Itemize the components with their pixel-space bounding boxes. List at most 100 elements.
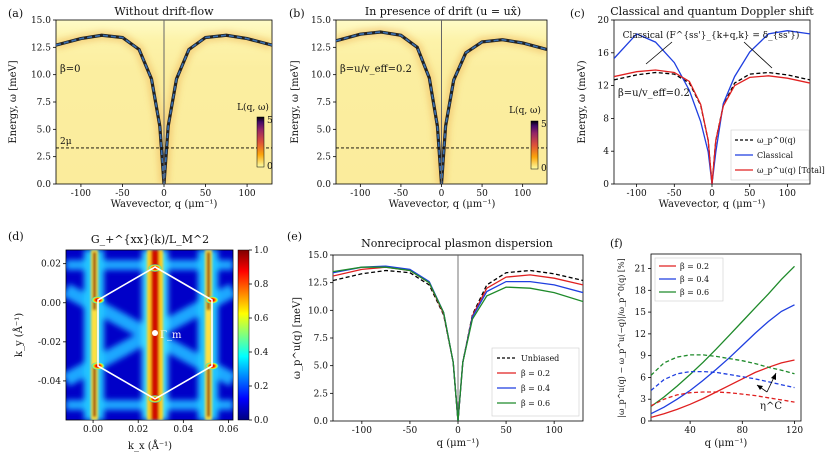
ytick-label-c-4: 16 [598, 49, 610, 59]
classical-annotation-c: Classical (F^{ss'}_{k+q,k} = δ_{ss'}) [623, 30, 800, 41]
xtick-label-a-3: 50 [200, 189, 212, 199]
xtick-label-d-0: 0.00 [83, 425, 103, 435]
ytick-label-a-4: 10.0 [31, 71, 51, 81]
colorbar-b [530, 120, 539, 170]
series-line-e-0 [333, 269, 583, 421]
series-f [651, 265, 795, 419]
panel-label-d: (d) [8, 230, 24, 243]
legend-label-c-2: ω_p^u(q) [Total] [757, 166, 825, 175]
xtick-label-c-0: -100 [626, 189, 646, 199]
panel-b: (b) In presence of drift (u = ux̂) β=u/v… [289, 5, 548, 210]
right-stripe [205, 250, 212, 420]
xlabel-d: k_x (Å⁻¹) [128, 440, 172, 452]
left-stripe-core-top [93, 252, 96, 310]
ytick-label-b-4: 10.0 [311, 71, 331, 81]
panel-label-a: (a) [8, 7, 23, 20]
plasmon-band-a [56, 33, 272, 184]
right-stripe-core-bottom [207, 365, 210, 417]
xtick-label-b-3: 50 [476, 189, 488, 199]
panel-label-c: (c) [570, 7, 585, 20]
xtick-label-b-0: -100 [350, 189, 370, 199]
ytick-label-d-2: -0.02 [38, 338, 61, 348]
legend-label-c-1: Classical [757, 151, 793, 160]
xtick-label-d-1: 0.02 [128, 425, 148, 435]
title-e: Nonreciprocal plasmon dispersion [361, 237, 553, 250]
brillouin-zone-hexagon [97, 266, 213, 400]
eta-arrowhead-2 [757, 385, 763, 390]
eta-arrowhead-1 [771, 373, 776, 380]
series-line-c-1 [614, 30, 810, 184]
xtick-label-d-2: 0.04 [173, 425, 193, 435]
ytick-label-c-0: 0 [603, 180, 609, 190]
right-stripe-core-top [207, 252, 210, 310]
colorbar-label-b: L(q, ω) [509, 105, 541, 116]
panel-f: (f) 40 80 120 0 3 6 9 12 15 18 21 β = 0.2 β = 0.4 … [610, 237, 803, 449]
arrow-left-c [645, 41, 673, 65]
title-c: Classical and quantum Doppler shift [610, 5, 814, 18]
axes-f: 40 80 120 0 3 6 9 12 15 18 21 [635, 265, 804, 436]
title-d: G_+^{xx}(k)/L_M^2 [91, 233, 209, 246]
colorbar-tick-label-d-2: 0.4 [254, 348, 269, 358]
ytick-label-f-2: 6 [640, 373, 646, 383]
ytick-label-e-2: 5.0 [314, 362, 329, 372]
xlabel-c: Wavevector, q (μm⁻¹) [659, 199, 766, 210]
series-line-f-2 [651, 265, 795, 408]
series-line-f-5 [651, 354, 795, 376]
xtick-label-e-1: -50 [403, 426, 418, 436]
gamma-label-d: Γ_m [160, 330, 182, 341]
legend-f: β = 0.2 β = 0.4 β = 0.6 [654, 257, 724, 302]
gamma-point [152, 330, 158, 336]
axes-a: -100 -50 0 50 100 0.0 2.5 5.0 7.5 10.0 12.5 15.0 [31, 16, 256, 199]
legend-box-e [491, 347, 580, 417]
colorbar-tick-label-d-1: 0.2 [254, 382, 268, 392]
series-line-e-3 [333, 266, 583, 421]
ytick-label-a-3: 7.5 [37, 98, 52, 108]
ytick-label-a-2: 5.0 [37, 125, 52, 135]
legend-label-c-0: ω_p^0(q) [757, 136, 796, 145]
ytick-label-f-6: 18 [635, 286, 647, 296]
spot-top [148, 264, 162, 272]
series-line-f-1 [651, 304, 795, 415]
ytick-label-b-0: 0.0 [317, 180, 332, 190]
ylabel-e: ω_p^u(q) [meV] [292, 297, 303, 379]
ytick-label-c-1: 4 [603, 147, 609, 157]
ytick-label-b-6: 15.0 [311, 16, 331, 26]
ytick-label-e-4: 10.0 [308, 306, 328, 316]
series-line-f-0 [651, 359, 795, 419]
panel-e: (e) Nonreciprocal plasmon dispersion -10… [287, 230, 584, 449]
legend-label-e-1: β = 0.2 [521, 369, 550, 378]
ylabel-c: Energy, ω (meV) [577, 60, 588, 143]
colorbar-tick-b-top: 5 [541, 120, 547, 130]
ytick-label-b-3: 7.5 [317, 98, 332, 108]
panel-c: (c) Classical and quantum Doppler shift … [570, 5, 825, 210]
ytick-label-b-1: 2.5 [317, 153, 332, 163]
axes-d: 0.00 0.02 0.04 0.06 0.02 0.00 -0.02 -0.04 [38, 260, 239, 435]
panel-label-b: (b) [289, 7, 305, 20]
xtick-label-f-1: 80 [737, 426, 749, 436]
beta-annotation-b: β=u/v_eff=0.2 [340, 64, 412, 75]
ytick-label-e-3: 7.5 [314, 334, 329, 344]
xtick-label-f-2: 120 [786, 426, 803, 436]
xtick-label-b-4: 100 [514, 189, 531, 199]
ytick-label-b-5: 12.5 [311, 43, 331, 53]
legend-c: ω_p^0(q) Classical ω_p^u(q) [Total] [730, 129, 825, 181]
ytick-label-f-3: 9 [640, 352, 646, 362]
ytick-label-f-5: 15 [635, 308, 647, 318]
eta-label-f: η^C [760, 401, 782, 412]
series-c [614, 30, 810, 184]
ytick-label-e-5: 12.5 [308, 279, 328, 289]
xtick-label-e-4: 100 [546, 426, 563, 436]
ytick-label-f-0: 0 [640, 417, 646, 427]
xlabel-b: Wavevector, q (μm⁻¹) [389, 199, 496, 210]
xtick-label-e-2: 0 [455, 426, 461, 436]
ylabel-a: Energy, ω [meV] [8, 60, 19, 143]
colorbar-label-a: L(q, ω) [237, 102, 269, 113]
left-stripe-core-bottom [93, 365, 96, 417]
xtick-label-c-1: -50 [667, 189, 682, 199]
xtick-label-c-2: 0 [709, 189, 715, 199]
colorbar-ticks-d: 0.0 0.2 0.4 0.6 0.8 1.0 [249, 246, 269, 426]
left-stripe [91, 250, 98, 420]
axes-c: -100 -50 0 50 100 0 4 8 12 16 20 [598, 16, 797, 199]
axes-b: -100 -50 0 50 100 0.0 2.5 5.0 7.5 10.0 12.5 15.0 [311, 16, 532, 199]
